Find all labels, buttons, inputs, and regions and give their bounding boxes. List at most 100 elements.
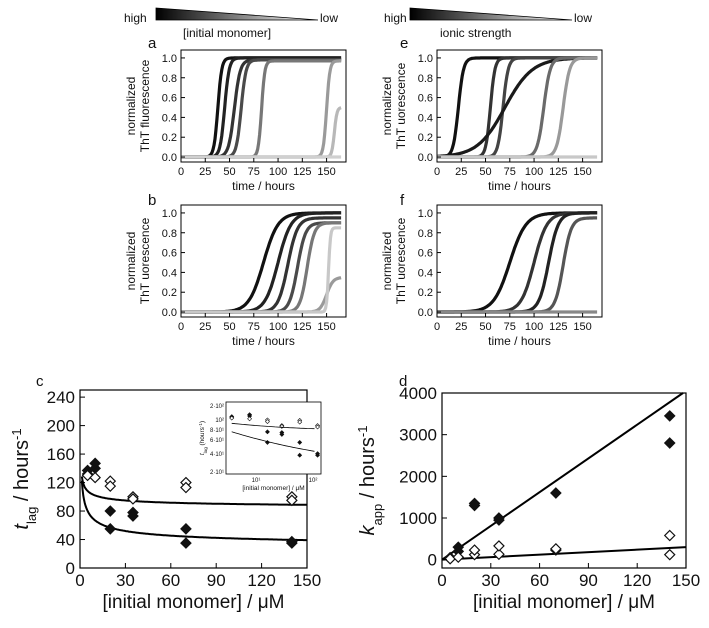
x-tick-label-d: 60 (530, 571, 549, 590)
inset-x-tick-label: 10¹ (252, 478, 261, 484)
y-tick-label-b: 1.0 (162, 208, 177, 220)
y-tick-label-d: 4000 (399, 384, 437, 403)
y-tick-label-a: 1.0 (162, 53, 177, 65)
inset-y-tick-label: 6·10¹ (210, 438, 224, 444)
x-axis-label-c: [initial monomer] / μM (103, 592, 285, 613)
data-point-d-open (550, 542, 562, 555)
fit-line-c-fit-open (80, 476, 307, 506)
data-point-d-open (452, 551, 465, 564)
header-left-low: low (320, 11, 338, 25)
x-tick-label-f: 125 (549, 321, 567, 333)
y-axis-label-2-e: ThT uorescence (394, 62, 408, 149)
y-tick-label-d: 1000 (399, 509, 437, 528)
y-tick-label-e: 0.6 (418, 93, 433, 105)
gradient-wedge-left (155, 7, 319, 21)
series-e-i4 (436, 56, 598, 158)
x-tick-label-d: 150 (672, 571, 700, 590)
y-tick-label-a: 0.0 (162, 152, 177, 164)
y-tick-label-b: 0.2 (162, 287, 177, 299)
inset-y-tick-label: 8·10¹ (210, 428, 224, 434)
data-point-d-open (493, 540, 505, 552)
plot-frame-e (436, 49, 603, 163)
data-point-c-filled (180, 537, 192, 549)
plot-frame-f (436, 204, 603, 318)
x-tick-label-b: 75 (248, 321, 260, 333)
data-point-d-open (663, 529, 676, 542)
inset-c: 2·10² 10² 8·10¹ 6·10¹ 4·10¹ 2·10¹ 10¹ 10² [initi… (198, 401, 322, 492)
series-b-c7 (180, 226, 342, 314)
data-point-c-open (127, 493, 139, 505)
panel-e: 0 25 50 75 100 125 150 0.0 0.2 0.4 0.6 0.8 1.0 time /… (380, 35, 603, 193)
x-tick-label-b: 125 (293, 321, 311, 333)
header-left-high: high (124, 11, 147, 25)
data-point-c-filled (89, 457, 101, 470)
x-tick-label-c: 120 (247, 571, 275, 590)
y-tick-label-c: 120 (47, 474, 75, 493)
y-tick-label-c: 0 (66, 559, 75, 578)
inset-point-filled (279, 432, 285, 437)
x-tick-label-e: 150 (573, 166, 591, 178)
y-axis-label-1-a: normalized (124, 77, 138, 136)
y-tick-label-b: 0.0 (162, 307, 177, 319)
data-point-d-filled (550, 487, 562, 499)
panel-d: 0 30 60 90 120 150 0 1000 2000 3000 4000 [initial m… (355, 373, 701, 613)
x-tick-label-c: 90 (207, 571, 226, 590)
series-e-i6 (436, 56, 598, 159)
inset-point-open (247, 416, 253, 422)
x-tick-label-a: 75 (248, 166, 260, 178)
x-axis-label-b: time / hours (232, 334, 295, 348)
inset-y-tick-label: 2·10¹ (210, 470, 224, 476)
y-axis-label-d: kapp / hours-1 (355, 426, 385, 536)
y-tick-label-a: 0.6 (162, 93, 177, 105)
data-point-d-filled (468, 497, 481, 510)
series-f-i4 (436, 216, 598, 314)
y-tick-label-a: 0.8 (162, 73, 177, 85)
data-point-c-open (286, 494, 298, 507)
y-tick-label-f: 0.8 (418, 228, 433, 240)
panel-label-e: e (400, 35, 408, 52)
inset-y-tick-label: 2·10² (210, 404, 224, 410)
series-e-i3 (436, 56, 598, 159)
header-right-high: high (384, 11, 407, 25)
header-right-caption: ionic strength (440, 26, 511, 40)
y-tick-label-f: 0.4 (418, 267, 433, 279)
panel-label-d: d (399, 373, 407, 390)
y-tick-label-d: 0 (428, 551, 437, 570)
x-tick-label-f: 25 (455, 321, 467, 333)
x-tick-label-f: 150 (573, 321, 591, 333)
x-tick-label-b: 150 (317, 321, 335, 333)
y-tick-label-e: 0.2 (418, 132, 433, 144)
data-point-c-open (180, 481, 192, 494)
x-tick-label-d: 0 (437, 571, 446, 590)
data-point-c-filled (104, 505, 117, 517)
inset-y-axis-label: tlag (hours-1) (198, 421, 208, 455)
series-e-i2 (436, 56, 598, 159)
panel-c: 0 30 60 90 120 150 0 40 80 120 160 200 240 [initial m… (9, 373, 322, 613)
inset-point-open (297, 419, 303, 425)
panel-b: 0 25 50 75 100 125 150 0.0 0.2 0.4 0.6 0.8 1.0 time /… (124, 192, 347, 348)
inset-x-tick-label: 10² (309, 478, 318, 484)
fit-line-d-fit-open (441, 546, 687, 561)
y-tick-label-c: 80 (56, 502, 75, 521)
y-tick-label-c: 160 (47, 445, 75, 464)
gradient-wedge-right (409, 7, 573, 21)
inset-y-tick-label: 10² (215, 418, 224, 424)
panel-label-f: f (400, 192, 405, 209)
data-point-d-open (663, 548, 676, 561)
panel-label-c: c (36, 373, 44, 390)
data-point-c-filled (127, 510, 139, 522)
x-tick-label-f: 75 (504, 321, 516, 333)
x-tick-label-e: 100 (525, 166, 543, 178)
x-tick-label-a: 125 (293, 166, 311, 178)
panel-a: 0 25 50 75 100 125 150 0.0 0.2 0.4 0.6 0.8 1.0 time /… (124, 35, 347, 193)
x-tick-label-d: 120 (623, 571, 651, 590)
x-tick-label-b: 0 (178, 321, 184, 333)
inset-x-axis-label: [initial monomer] / μM (242, 485, 304, 492)
x-tick-label-f: 100 (525, 321, 543, 333)
x-tick-label-c: 60 (161, 571, 180, 590)
data-point-c-filled (286, 535, 298, 548)
y-tick-label-c: 200 (47, 417, 75, 436)
x-tick-label-b: 100 (269, 321, 287, 333)
inset-point-open (265, 419, 270, 425)
y-tick-label-a: 0.4 (162, 112, 177, 124)
